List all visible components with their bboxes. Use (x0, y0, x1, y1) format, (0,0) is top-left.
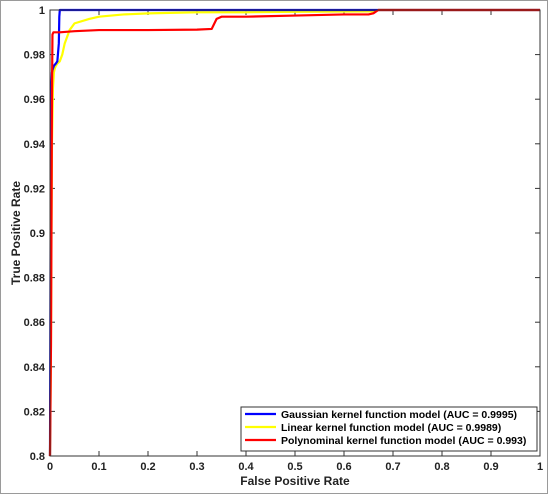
y-tick-label: 0.9 (30, 228, 45, 240)
legend-label-gaussian: Gaussian kernel function model (AUC = 0.… (281, 409, 517, 421)
plot-axes-box (49, 9, 541, 457)
y-axis-label: True Positive Rate (9, 181, 23, 285)
x-tick-label: 1 (537, 461, 543, 473)
series-line-linear (48, 8, 540, 457)
y-tick-label: 0.84 (24, 362, 46, 374)
plot-background (50, 10, 540, 456)
x-tick-label: 0.1 (91, 461, 106, 473)
y-tick-label: 0.94 (24, 139, 46, 151)
x-tick-label: 0.3 (189, 461, 204, 473)
y-tick-label: 0.86 (24, 317, 45, 329)
x-tick-label: 0.6 (336, 461, 351, 473)
x-tick-label: 0 (47, 461, 53, 473)
x-axis-label: False Positive Rate (240, 474, 350, 488)
y-tick-label: 1 (39, 5, 45, 17)
y-tick-label: 0.82 (24, 406, 45, 418)
x-tick-label: 0.2 (140, 461, 155, 473)
x-tick-label: 0.8 (434, 461, 449, 473)
x-tick-label: 0.7 (385, 461, 400, 473)
legend-box (240, 406, 538, 452)
legend-label-linear: Linear kernel function model (AUC = 0.99… (281, 422, 501, 434)
x-tick-label: 0.4 (238, 461, 254, 473)
legend: Gaussian kernel function model (AUC = 0.… (240, 406, 538, 452)
y-tick-label: 0.92 (24, 183, 45, 195)
y-tick-label: 0.98 (24, 50, 45, 62)
y-tick-label: 0.8 (30, 451, 45, 463)
legend-label-polynomial: Polynominal kernel function model (AUC =… (281, 435, 526, 447)
y-tick-label: 0.96 (24, 94, 45, 106)
x-tick-label: 0.5 (287, 461, 302, 473)
x-tick-label: 0.9 (483, 461, 498, 473)
y-tick-label: 0.88 (24, 273, 45, 285)
